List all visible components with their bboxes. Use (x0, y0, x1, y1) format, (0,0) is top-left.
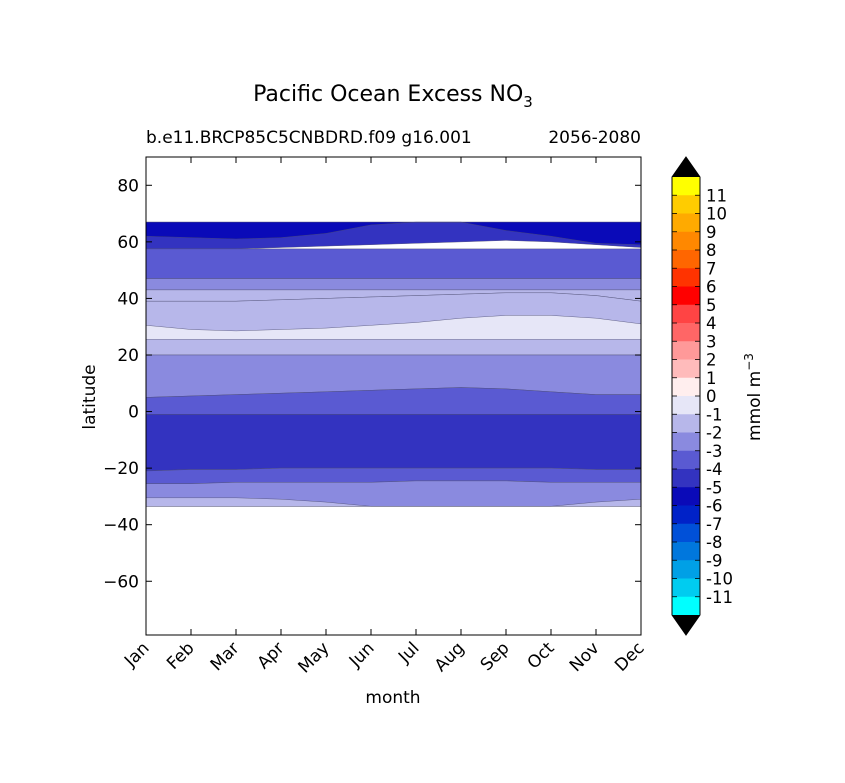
x-tick-label: Dec (611, 638, 648, 675)
colorbar-tick-label: -2 (706, 424, 722, 443)
contour-band-13 (146, 497, 641, 507)
colorbar-swatch (672, 286, 700, 306)
y-axis-label: latitude (80, 364, 100, 429)
y-axis: 80 60 40 20 0 −20 −40 −60 (103, 176, 641, 592)
colorbar-tick-label: 9 (706, 223, 717, 242)
colorbar-outline (671, 156, 701, 636)
colorbar-swatch (672, 505, 700, 525)
colorbar-label: mmol m−3 (742, 353, 765, 441)
colorbar-tick-label: -9 (706, 551, 722, 570)
colorbar-swatch (672, 487, 700, 506)
colorbar-swatch (672, 323, 700, 342)
y-tick-label: 20 (117, 346, 139, 366)
x-tick-label: Apr (254, 638, 289, 673)
colorbar-swatch (672, 414, 700, 433)
colorbar-swatch (672, 560, 700, 579)
y-tick-label: 80 (117, 176, 139, 196)
colorbar-swatch (672, 523, 700, 543)
colorbar-tick-label: -1 (706, 405, 722, 424)
colorbar-tick-label: -4 (706, 460, 722, 479)
contour-band-7 (146, 339, 641, 356)
colorbar-swatch (672, 195, 700, 214)
colorbar-tick-label: -3 (706, 442, 722, 461)
x-tick-label: Jan (120, 638, 153, 671)
chart-subtitle-left: b.e11.BRCP85C5CNBDRD.f09 g16.001 (146, 128, 472, 148)
x-tick-label: Nov (566, 638, 604, 676)
colorbar-tick-label: 3 (706, 332, 717, 351)
x-tick-label: Aug (431, 638, 469, 676)
colorbar-tick-label: -11 (706, 588, 733, 607)
colorbar-extend-bottom (672, 615, 700, 635)
colorbar-swatch (672, 359, 700, 379)
colorbar-tick-label: -7 (706, 515, 722, 534)
x-tick-label: Jun (345, 638, 379, 672)
colorbar-label-superscript: −3 (742, 353, 756, 371)
colorbar-swatch (672, 542, 700, 561)
colorbar-swatch (672, 268, 700, 287)
chart-subtitle-right: 2056-2080 (548, 128, 641, 148)
colorbar-tick-label: 11 (706, 186, 727, 205)
colorbar-tick-label: -6 (706, 497, 722, 516)
colorbar-tick-label: -8 (706, 533, 722, 552)
x-tick-label: Oct (524, 638, 559, 673)
x-tick-label: Mar (207, 638, 244, 675)
colorbar-tick-label: 8 (706, 241, 717, 260)
colorbar-swatch (672, 596, 700, 616)
y-tick-label: −60 (103, 572, 139, 592)
colorbar-swatch (672, 177, 700, 196)
plot-area (146, 221, 641, 507)
colorbar-tick-label: 2 (706, 351, 717, 370)
colorbar-swatch (672, 377, 700, 397)
colorbar-swatch (672, 304, 700, 324)
colorbar-tick-label: 1 (706, 369, 717, 388)
contour-band-3 (146, 278, 641, 291)
colorbar-swatch (672, 250, 700, 269)
y-tick-label: 0 (128, 403, 139, 423)
colorbar-extend-top (672, 157, 700, 177)
colorbar-tick-label: 6 (706, 278, 717, 297)
contour-band-10 (146, 414, 641, 472)
colorbar-tick-label: -5 (706, 478, 722, 497)
colorbar-tick-label: 0 (706, 387, 717, 406)
y-tick-label: 60 (117, 233, 139, 253)
colorbar-tick-label: 10 (706, 205, 727, 224)
x-tick-label: May (295, 638, 334, 677)
colorbar-tick-label: 5 (706, 296, 717, 315)
chart-title-subscript: 3 (523, 93, 533, 111)
contour-band-2 (146, 248, 641, 279)
colorbar-swatch (672, 213, 700, 233)
colorbar-swatch (672, 341, 700, 360)
colorbar-swatch (672, 231, 700, 251)
colorbar-swatch (672, 396, 700, 415)
colorbar-tick-label: -10 (706, 570, 733, 589)
y-tick-label: −20 (103, 459, 139, 479)
x-axis-label: month (365, 688, 420, 708)
contour-band-1 (146, 221, 641, 245)
x-tick-label: Jul (394, 638, 423, 667)
y-tick-label: −40 (103, 516, 139, 536)
x-tick-label: Sep (477, 638, 514, 675)
colorbar-swatch (672, 578, 700, 598)
plot-frame (145, 156, 642, 636)
colorbar-swatch (672, 450, 700, 470)
chart-title: Pacific Ocean Excess NO3 (253, 82, 533, 111)
contour-band-11 (146, 467, 641, 484)
colorbar-tick-label: 4 (706, 314, 717, 333)
colorbar-swatch (672, 469, 700, 488)
colorbar-swatch (672, 432, 700, 452)
x-tick-label: Feb (163, 638, 198, 673)
colorbar-tick-label: 7 (706, 259, 717, 278)
y-tick-label: 40 (117, 289, 139, 309)
